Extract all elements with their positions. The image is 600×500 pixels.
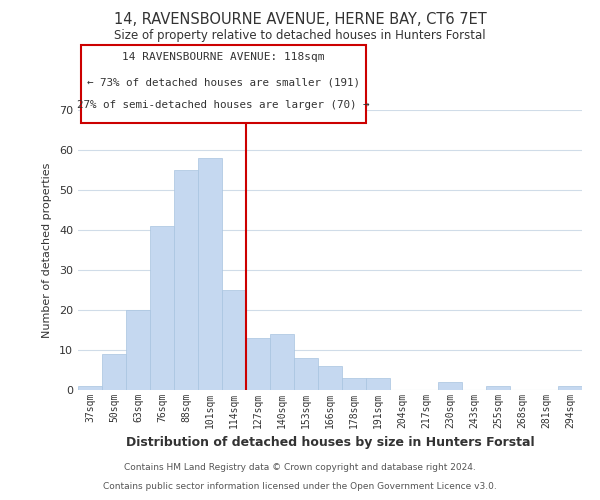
Text: ← 73% of detached houses are smaller (191): ← 73% of detached houses are smaller (19… bbox=[87, 78, 360, 88]
Text: 27% of semi-detached houses are larger (70) →: 27% of semi-detached houses are larger (… bbox=[77, 100, 370, 110]
Bar bbox=[342, 378, 366, 390]
Bar bbox=[198, 158, 222, 390]
Bar bbox=[294, 358, 318, 390]
Bar bbox=[246, 338, 270, 390]
Bar bbox=[366, 378, 390, 390]
X-axis label: Distribution of detached houses by size in Hunters Forstal: Distribution of detached houses by size … bbox=[125, 436, 535, 450]
Text: Size of property relative to detached houses in Hunters Forstal: Size of property relative to detached ho… bbox=[114, 29, 486, 42]
Text: 14, RAVENSBOURNE AVENUE, HERNE BAY, CT6 7ET: 14, RAVENSBOURNE AVENUE, HERNE BAY, CT6 … bbox=[113, 12, 487, 28]
Bar bbox=[78, 386, 102, 390]
Bar bbox=[102, 354, 126, 390]
Y-axis label: Number of detached properties: Number of detached properties bbox=[42, 162, 52, 338]
Bar bbox=[174, 170, 198, 390]
Text: 14 RAVENSBOURNE AVENUE: 118sqm: 14 RAVENSBOURNE AVENUE: 118sqm bbox=[122, 52, 325, 62]
Bar bbox=[270, 334, 294, 390]
Text: Contains HM Land Registry data © Crown copyright and database right 2024.: Contains HM Land Registry data © Crown c… bbox=[124, 464, 476, 472]
Bar bbox=[486, 386, 510, 390]
Bar bbox=[558, 386, 582, 390]
Bar bbox=[222, 290, 246, 390]
Bar bbox=[150, 226, 174, 390]
Text: Contains public sector information licensed under the Open Government Licence v3: Contains public sector information licen… bbox=[103, 482, 497, 491]
Bar bbox=[126, 310, 150, 390]
Bar bbox=[318, 366, 342, 390]
Bar bbox=[438, 382, 462, 390]
